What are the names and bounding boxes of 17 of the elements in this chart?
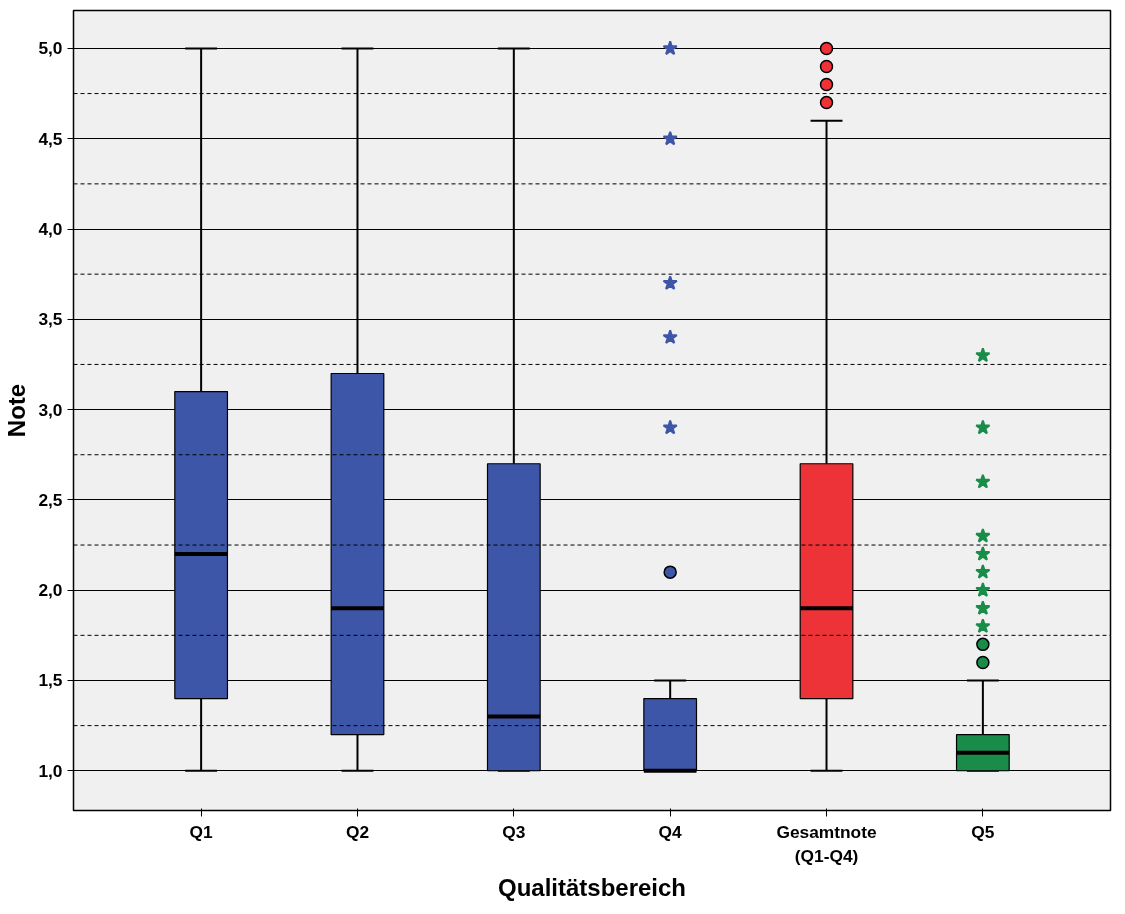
x-tick-label: Q2 bbox=[345, 821, 370, 842]
x-tick-label: Q5 bbox=[971, 821, 995, 842]
y-tick-label: 1,0 bbox=[38, 760, 63, 781]
y-tick-label: 2,0 bbox=[38, 580, 63, 601]
x-tick-label: Q4 bbox=[658, 821, 683, 842]
x-tick-label: Q3 bbox=[502, 821, 526, 842]
x-tick-label: Q1 bbox=[189, 821, 214, 842]
y-tick-label: 3,5 bbox=[38, 309, 63, 330]
y-tick-label: 2,5 bbox=[38, 489, 63, 510]
y-tick-label: 4,5 bbox=[38, 128, 63, 149]
x-tick-label: Gesamtnote (Q1-Q4) bbox=[776, 821, 877, 866]
y-tick-label: 5,0 bbox=[38, 38, 63, 59]
y-tick-label: 3,0 bbox=[38, 399, 63, 420]
y-axis-title: Note bbox=[3, 383, 31, 438]
y-tick-label: 4,0 bbox=[38, 219, 63, 240]
x-axis-title: Qualitätsbereich bbox=[497, 873, 687, 901]
y-tick-label: 1,5 bbox=[38, 670, 63, 691]
